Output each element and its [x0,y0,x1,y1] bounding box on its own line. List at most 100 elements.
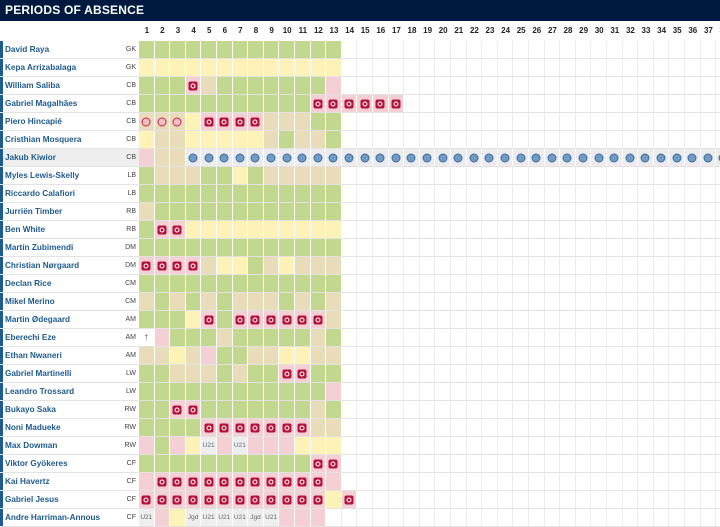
loan-icon[interactable] [376,153,385,162]
injury-icon[interactable] [235,423,244,432]
player-name-link[interactable]: Declan Rice [5,275,51,292]
injury-icon[interactable] [251,117,260,126]
injury-icon[interactable] [251,315,260,324]
injury-icon[interactable] [142,495,151,504]
injury-icon[interactable] [220,423,229,432]
player-name-link[interactable]: Piero Hincapié [5,113,62,130]
loan-icon[interactable] [485,153,494,162]
injury-icon[interactable] [173,405,182,414]
loan-icon[interactable] [625,153,634,162]
loan-icon[interactable] [532,153,541,162]
injury-icon[interactable] [313,99,322,108]
loan-icon[interactable] [189,153,198,162]
injury-icon[interactable] [282,477,291,486]
player-name-link[interactable]: Ben White [5,221,45,238]
player-name-link[interactable]: David Raya [5,41,49,58]
player-name-link[interactable]: Jurriën Timber [5,203,62,220]
injury-icon[interactable] [360,99,369,108]
player-name-link[interactable]: Ethan Nwaneri [5,347,62,364]
injury-icon[interactable] [298,369,307,378]
injury-icon[interactable] [173,261,182,270]
injury-icon[interactable] [251,423,260,432]
loan-icon[interactable] [345,153,354,162]
player-name-link[interactable]: Eberechi Eze [5,329,56,346]
player-name-link[interactable]: Max Dowman [5,437,57,454]
loan-icon[interactable] [594,153,603,162]
player-name-link[interactable]: Noni Madueke [5,419,61,436]
injury-icon[interactable] [313,315,322,324]
injury-icon[interactable] [142,261,151,270]
injury-icon[interactable] [298,495,307,504]
injury-icon[interactable] [204,315,213,324]
player-name-link[interactable]: Gabriel Jesus [5,491,59,508]
injury-icon[interactable] [267,423,276,432]
injury-icon[interactable] [204,495,213,504]
player-name-link[interactable]: Kepa Arrizabalaga [5,59,76,76]
injury-icon[interactable] [173,225,182,234]
loan-icon[interactable] [501,153,510,162]
player-name-link[interactable]: Jakub Kiwior [5,149,56,166]
injury-icon[interactable] [391,99,400,108]
loan-icon[interactable] [438,153,447,162]
loan-icon[interactable] [329,153,338,162]
loan-icon[interactable] [516,153,525,162]
player-name-link[interactable]: Andre Harriman-Annous [5,509,100,526]
injury-icon[interactable] [204,117,213,126]
injury-icon[interactable] [313,459,322,468]
loan-icon[interactable] [454,153,463,162]
loan-icon[interactable] [657,153,666,162]
injury-icon[interactable] [189,81,198,90]
player-name-link[interactable]: Cristhian Mosquera [5,131,81,148]
injury-icon[interactable] [189,261,198,270]
illness-icon[interactable] [173,117,182,126]
injury-icon[interactable] [157,495,166,504]
injury-icon[interactable] [267,315,276,324]
injury-icon[interactable] [204,423,213,432]
injury-icon[interactable] [282,495,291,504]
injury-icon[interactable] [267,477,276,486]
injury-icon[interactable] [189,495,198,504]
injury-icon[interactable] [220,477,229,486]
loan-icon[interactable] [391,153,400,162]
injury-icon[interactable] [298,477,307,486]
injury-icon[interactable] [157,477,166,486]
loan-icon[interactable] [360,153,369,162]
injury-icon[interactable] [173,495,182,504]
loan-icon[interactable] [610,153,619,162]
injury-icon[interactable] [189,477,198,486]
loan-icon[interactable] [298,153,307,162]
loan-icon[interactable] [220,153,229,162]
loan-icon[interactable] [469,153,478,162]
injury-icon[interactable] [189,405,198,414]
injury-icon[interactable] [282,423,291,432]
player-name-link[interactable]: Gabriel Magalhães [5,95,77,112]
injury-icon[interactable] [251,477,260,486]
player-name-link[interactable]: Kai Havertz [5,473,50,490]
loan-icon[interactable] [703,153,712,162]
injury-icon[interactable] [267,495,276,504]
injury-icon[interactable] [282,315,291,324]
loan-icon[interactable] [672,153,681,162]
player-name-link[interactable]: Christian Nørgaard [5,257,79,274]
loan-icon[interactable] [251,153,260,162]
injury-icon[interactable] [251,495,260,504]
loan-icon[interactable] [563,153,572,162]
injury-icon[interactable] [298,315,307,324]
cup-icon[interactable]: † [144,334,148,342]
player-name-link[interactable]: Myles Lewis-Skelly [5,167,79,184]
player-name-link[interactable]: Mikel Merino [5,293,55,310]
loan-icon[interactable] [547,153,556,162]
loan-icon[interactable] [235,153,244,162]
loan-icon[interactable] [423,153,432,162]
injury-icon[interactable] [345,495,354,504]
injury-icon[interactable] [235,315,244,324]
loan-icon[interactable] [313,153,322,162]
injury-icon[interactable] [282,369,291,378]
player-name-link[interactable]: Bukayo Saka [5,401,56,418]
loan-icon[interactable] [688,153,697,162]
injury-icon[interactable] [329,459,338,468]
player-name-link[interactable]: Riccardo Calafiori [5,185,75,202]
injury-icon[interactable] [329,99,338,108]
injury-icon[interactable] [220,117,229,126]
injury-icon[interactable] [204,477,213,486]
